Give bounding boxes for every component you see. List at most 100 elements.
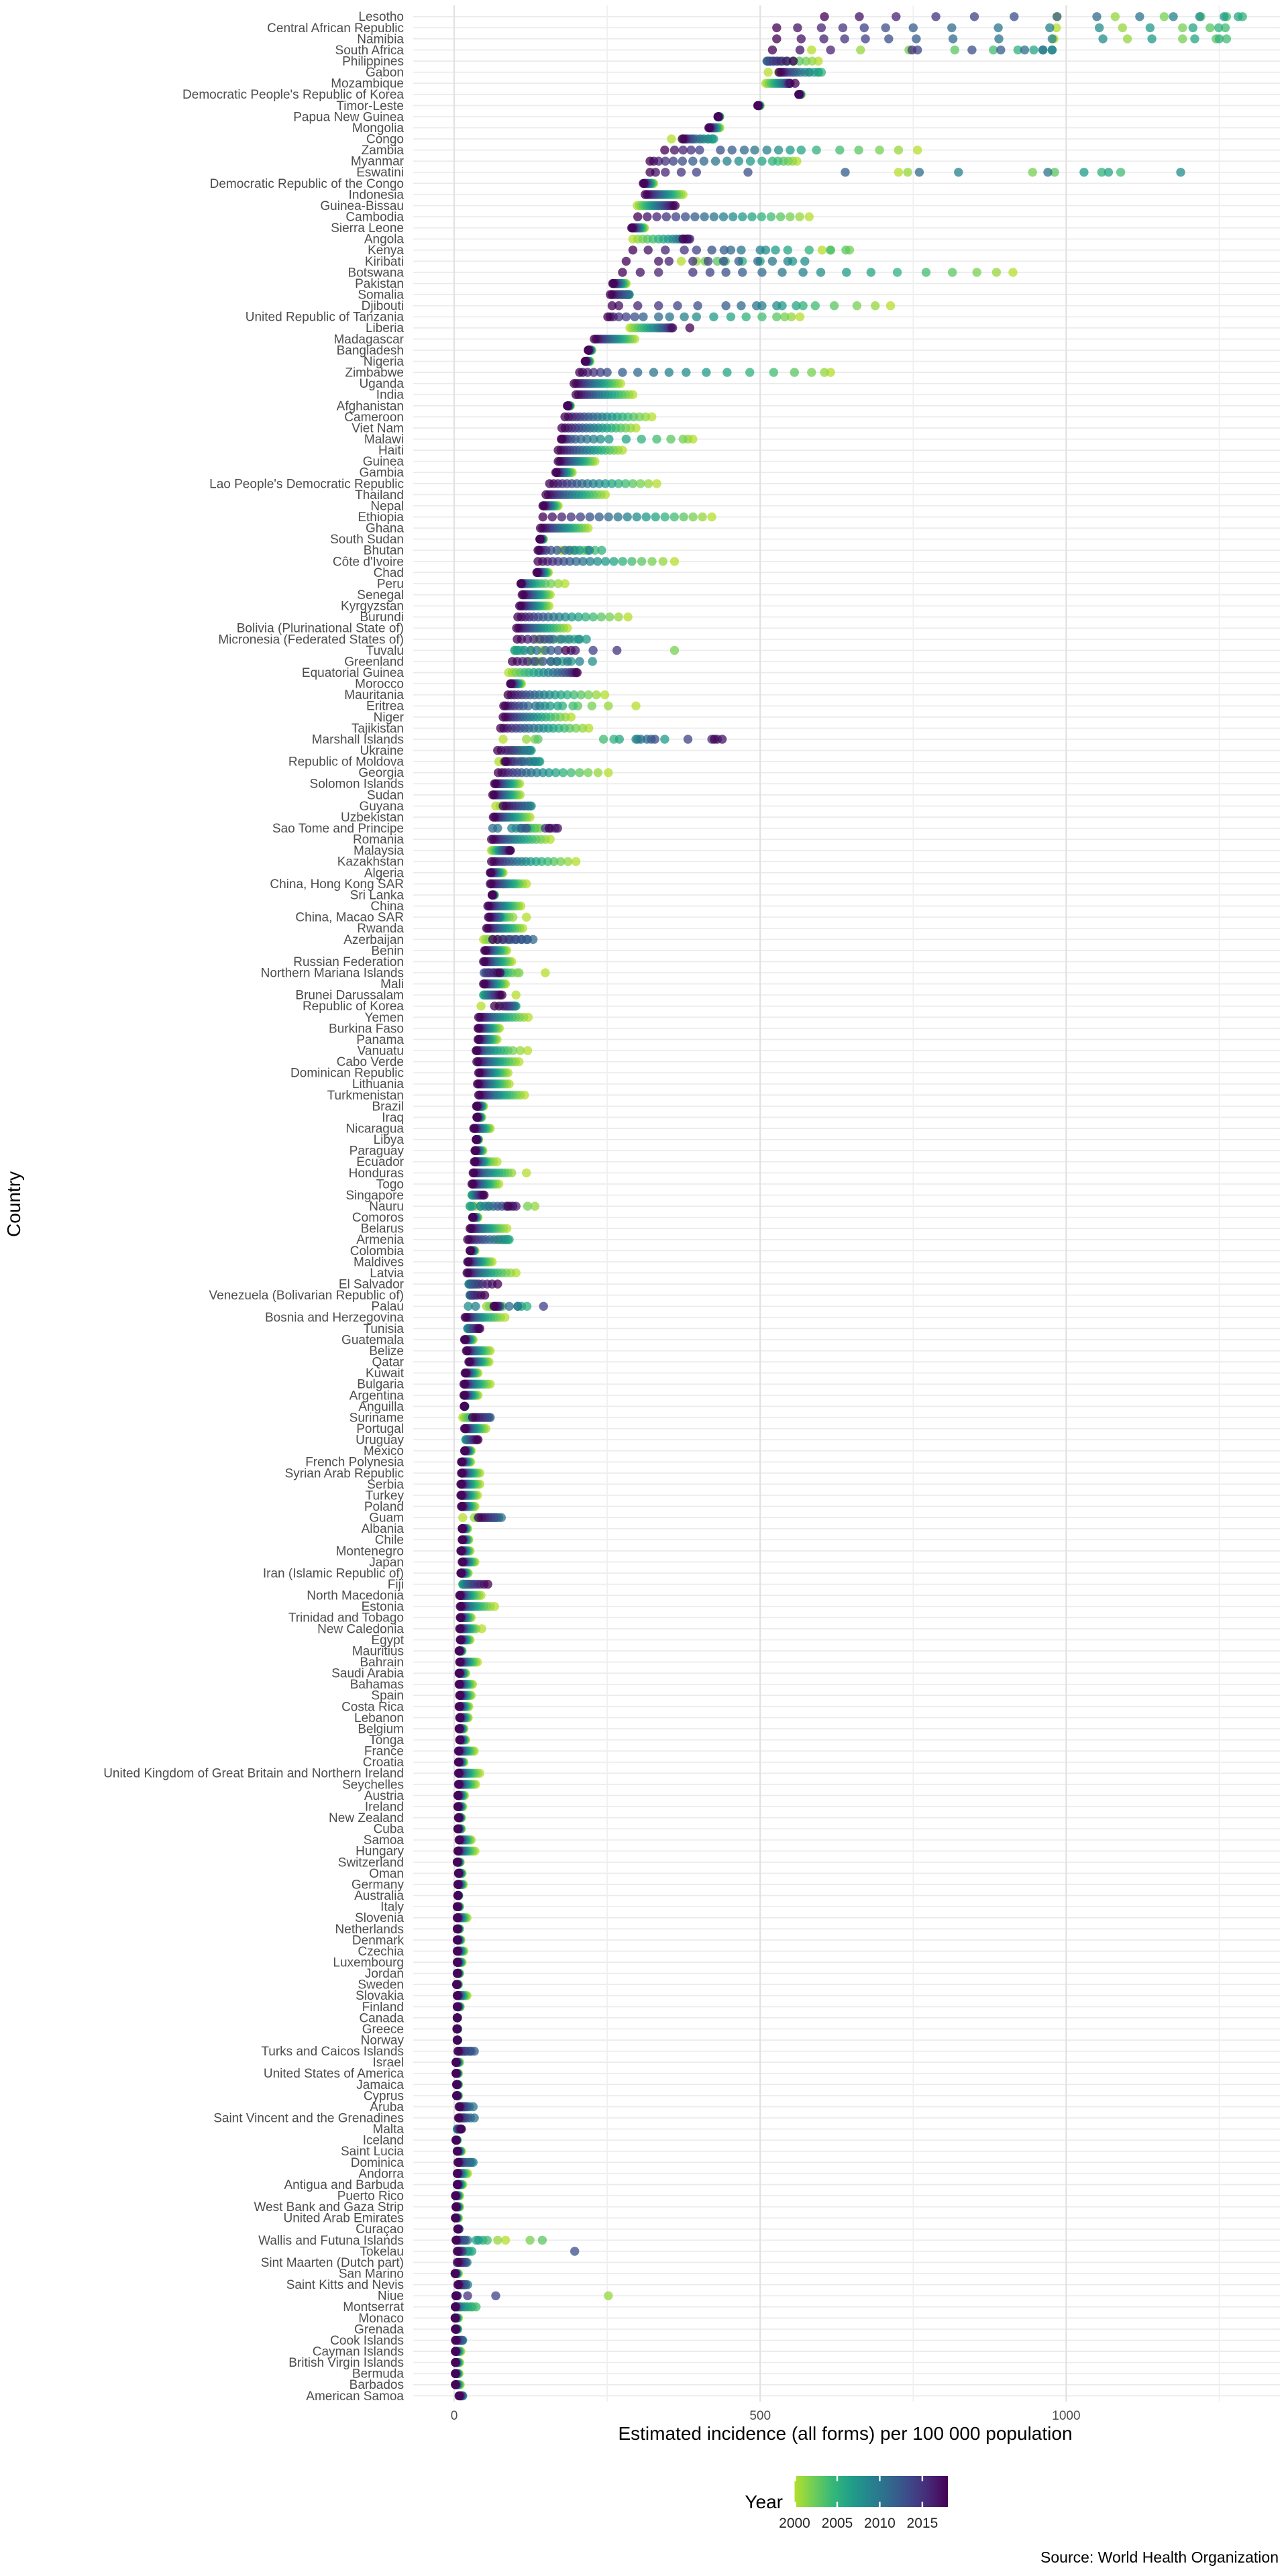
svg-text:Netherlands: Netherlands: [335, 1923, 404, 1937]
svg-text:Puerto Rico: Puerto Rico: [337, 2190, 404, 2204]
svg-text:Bahrain: Bahrain: [360, 1656, 405, 1670]
svg-text:China, Hong Kong SAR: China, Hong Kong SAR: [270, 877, 404, 892]
svg-text:Israel: Israel: [373, 2056, 404, 2070]
svg-text:Croatia: Croatia: [363, 1756, 405, 1770]
svg-text:Kenya: Kenya: [368, 244, 404, 258]
svg-text:Chile: Chile: [375, 1534, 404, 1548]
svg-text:Tunisia: Tunisia: [363, 1322, 404, 1336]
svg-text:Central African Republic: Central African Republic: [267, 21, 404, 36]
svg-text:Haiti: Haiti: [378, 444, 404, 458]
svg-text:Monaco: Monaco: [358, 2312, 404, 2326]
svg-text:Rwanda: Rwanda: [357, 922, 404, 936]
svg-text:Cabo Verde: Cabo Verde: [337, 1055, 404, 1069]
svg-text:Greece: Greece: [362, 2023, 404, 2037]
svg-text:Switzerland: Switzerland: [338, 1856, 404, 1870]
svg-text:Singapore: Singapore: [345, 1189, 404, 1203]
svg-text:Iceland: Iceland: [363, 2134, 404, 2148]
svg-text:Norway: Norway: [361, 2034, 405, 2048]
svg-text:Burundi: Burundi: [360, 610, 405, 625]
svg-text:Eritrea: Eritrea: [366, 700, 404, 714]
svg-text:Paraguay: Paraguay: [350, 1144, 405, 1159]
svg-text:Tonga: Tonga: [369, 1733, 404, 1748]
svg-text:Angola: Angola: [364, 233, 405, 247]
svg-text:Palau: Palau: [371, 1300, 404, 1314]
svg-text:Poland: Poland: [364, 1500, 404, 1514]
svg-text:Anguilla: Anguilla: [358, 1400, 404, 1414]
svg-text:Sao Tome and Principe: Sao Tome and Principe: [272, 822, 404, 836]
svg-text:Vanuatu: Vanuatu: [358, 1044, 404, 1059]
svg-text:Togo: Togo: [376, 1177, 404, 1191]
svg-text:Algeria: Algeria: [364, 866, 405, 880]
svg-text:Russian Federation: Russian Federation: [293, 955, 404, 969]
svg-text:Luxembourg: Luxembourg: [333, 1956, 404, 1970]
svg-text:Saint Vincent and the Grenadin: Saint Vincent and the Grenadines: [213, 2112, 404, 2126]
svg-text:Sudan: Sudan: [367, 788, 404, 802]
svg-text:Tokelau: Tokelau: [360, 2245, 405, 2259]
svg-text:Peru: Peru: [377, 577, 404, 591]
svg-text:Estimated incidence (all forms: Estimated incidence (all forms) per 100 …: [618, 2423, 1072, 2444]
svg-text:Bulgaria: Bulgaria: [357, 1378, 404, 1392]
svg-text:West Bank and Gaza Strip: West Bank and Gaza Strip: [254, 2200, 404, 2214]
svg-text:Wallis and Futuna Islands: Wallis and Futuna Islands: [258, 2234, 404, 2248]
svg-text:Lao People's Democratic Republ: Lao People's Democratic Republic: [209, 477, 404, 491]
svg-text:Lithuania: Lithuania: [352, 1077, 405, 1091]
svg-text:Venezuela (Bolivarian Republic: Venezuela (Bolivarian Republic of): [209, 1289, 404, 1303]
svg-text:Mongolia: Mongolia: [352, 121, 405, 136]
svg-text:Afghanistan: Afghanistan: [337, 399, 404, 413]
svg-text:Marshall Islands: Marshall Islands: [312, 733, 404, 747]
svg-text:Bosnia and Herzegovina: Bosnia and Herzegovina: [265, 1311, 404, 1325]
svg-text:Mauritius: Mauritius: [352, 1644, 404, 1658]
svg-text:Fiji: Fiji: [388, 1578, 404, 1592]
svg-text:Cayman Islands: Cayman Islands: [313, 2345, 404, 2359]
svg-text:Viet Nam: Viet Nam: [352, 421, 404, 435]
svg-text:Malta: Malta: [373, 2123, 405, 2137]
svg-text:Maldives: Maldives: [354, 1255, 404, 1269]
svg-text:1000: 1000: [1052, 2409, 1080, 2423]
svg-text:Bhutan: Bhutan: [364, 544, 404, 558]
svg-text:Uruguay: Uruguay: [356, 1434, 404, 1448]
svg-text:Bangladesh: Bangladesh: [337, 343, 404, 358]
svg-text:Lesotho: Lesotho: [358, 10, 404, 24]
svg-text:Senegal: Senegal: [357, 588, 404, 602]
svg-text:Cambodia: Cambodia: [345, 211, 404, 225]
svg-text:Estonia: Estonia: [362, 1600, 405, 1614]
svg-text:Niue: Niue: [378, 2290, 404, 2304]
svg-text:Côte d'Ivoire: Côte d'Ivoire: [333, 555, 404, 569]
svg-text:Tajikistan: Tajikistan: [352, 722, 404, 736]
svg-text:Gabon: Gabon: [366, 66, 404, 80]
svg-text:500: 500: [749, 2409, 771, 2423]
svg-text:Timor-Leste: Timor-Leste: [336, 99, 404, 113]
svg-text:Trinidad and Tobago: Trinidad and Tobago: [288, 1611, 404, 1625]
svg-text:Bahamas: Bahamas: [350, 1678, 404, 1692]
svg-text:Ireland: Ireland: [365, 1801, 404, 1815]
svg-text:Mauritania: Mauritania: [344, 688, 404, 702]
svg-text:El Salvador: El Salvador: [339, 1278, 405, 1292]
svg-text:Guyana: Guyana: [359, 800, 404, 814]
svg-text:Aruba: Aruba: [370, 2100, 404, 2114]
svg-text:Republic of Moldova: Republic of Moldova: [288, 755, 405, 769]
svg-text:Italy: Italy: [380, 1900, 404, 1915]
svg-text:Niger: Niger: [374, 710, 405, 724]
svg-text:British Virgin Islands: British Virgin Islands: [288, 2356, 404, 2370]
svg-text:Pakistan: Pakistan: [355, 277, 404, 291]
svg-text:Brunei Darussalam: Brunei Darussalam: [295, 989, 404, 1003]
svg-text:Country: Country: [3, 1171, 24, 1237]
svg-text:North Macedonia: North Macedonia: [307, 1589, 404, 1603]
svg-text:Jordan: Jordan: [365, 1967, 404, 1981]
svg-text:2010: 2010: [864, 2516, 896, 2531]
svg-text:Mali: Mali: [380, 977, 404, 991]
svg-text:Dominica: Dominica: [351, 2156, 405, 2170]
svg-text:Libya: Libya: [374, 1133, 405, 1147]
svg-text:Grenada: Grenada: [354, 2322, 404, 2337]
svg-text:Serbia: Serbia: [367, 1478, 404, 1492]
svg-text:Georgia: Georgia: [358, 766, 404, 780]
svg-text:Benin: Benin: [371, 944, 404, 958]
svg-text:Japan: Japan: [369, 1556, 404, 1570]
svg-text:France: France: [364, 1745, 404, 1759]
svg-text:Malaysia: Malaysia: [354, 844, 404, 858]
svg-text:Micronesia (Federated States o: Micronesia (Federated States of): [218, 633, 404, 647]
svg-text:Montenegro: Montenegro: [336, 1544, 404, 1558]
svg-text:Antigua and Barbuda: Antigua and Barbuda: [284, 2178, 404, 2192]
svg-text:Eswatini: Eswatini: [356, 166, 404, 180]
svg-text:Nicaragua: Nicaragua: [345, 1122, 404, 1136]
